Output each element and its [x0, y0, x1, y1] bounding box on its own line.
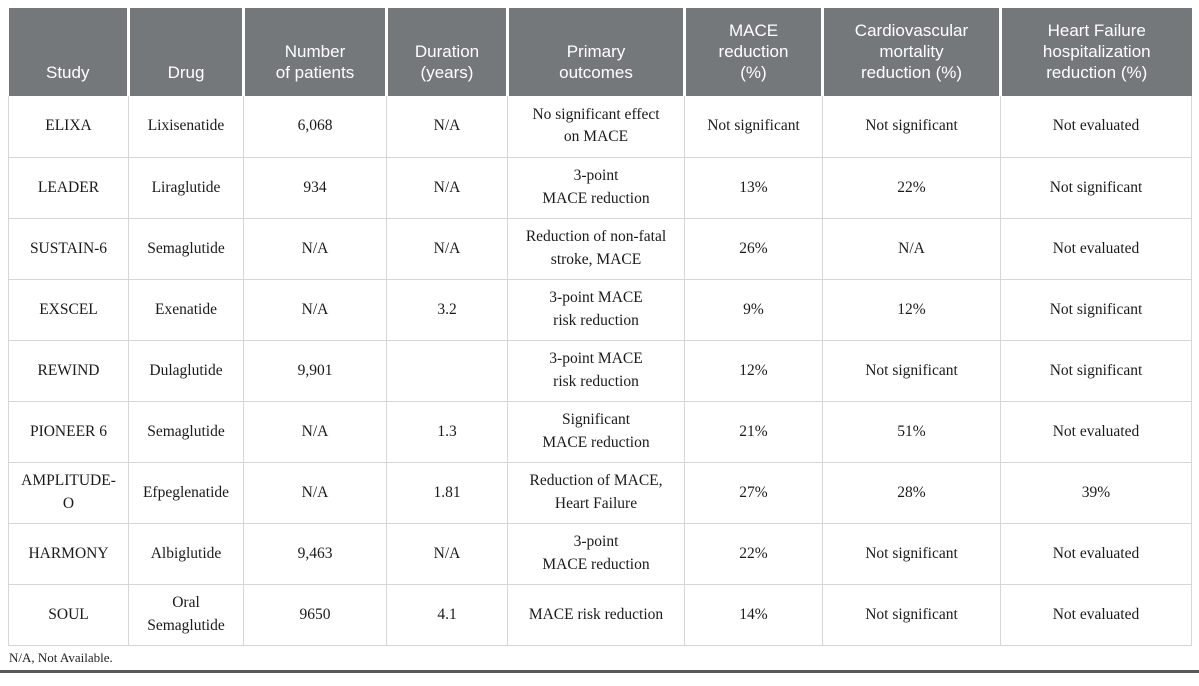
cell-hf-hospitalization: Not evaluated: [1000, 522, 1192, 585]
cell-study: ELIXA: [8, 96, 129, 158]
table-row-leader: LEADER Liraglutide 934 N/A 3-point MACE …: [8, 156, 1192, 219]
cell-hf-hospitalization: Not evaluated: [1000, 583, 1192, 646]
cell-patients: N/A: [243, 217, 387, 280]
table-row-soul: SOUL Oral Semaglutide 9650 4.1 MACE risk…: [8, 583, 1192, 646]
cell-study: LEADER: [8, 156, 129, 219]
cell-mace-reduction: 12%: [684, 339, 823, 402]
cell-study: AMPLITUDE- O: [8, 461, 129, 524]
cell-outcomes: Significant MACE reduction: [507, 400, 685, 463]
cell-hf-hospitalization: 39%: [1000, 461, 1192, 524]
table-row-amplitude-o: AMPLITUDE- O Efpeglenatide N/A 1.81 Redu…: [8, 461, 1192, 524]
col-header-hf-hospitalization: Heart Failure hospitalization reduction …: [999, 8, 1192, 97]
cell-mace-reduction: 9%: [684, 278, 823, 341]
cell-patients: 9,901: [243, 339, 387, 402]
col-header-duration: Duration (years): [385, 8, 509, 97]
cell-mace-reduction: 26%: [684, 217, 823, 280]
cell-drug: Lixisenatide: [128, 96, 244, 158]
cell-mace-reduction: 13%: [684, 156, 823, 219]
cell-cv-mortality: Not significant: [822, 339, 1001, 402]
cell-hf-hospitalization: Not evaluated: [1000, 400, 1192, 463]
bottom-divider: [0, 669, 1199, 673]
table-footnote: N/A, Not Available.: [9, 649, 113, 665]
cell-patients: N/A: [243, 461, 387, 524]
cell-mace-reduction: 14%: [684, 583, 823, 646]
cell-cv-mortality: Not significant: [822, 583, 1001, 646]
cell-outcomes: 3-point MACE risk reduction: [507, 278, 685, 341]
cell-study: PIONEER 6: [8, 400, 129, 463]
cell-drug: Albiglutide: [128, 522, 244, 585]
cell-outcomes: Reduction of MACE, Heart Failure: [507, 461, 685, 524]
table-row-pioneer6: PIONEER 6 Semaglutide N/A 1.3 Significan…: [8, 400, 1192, 463]
col-header-study: Study: [8, 8, 130, 97]
cell-study: SOUL: [8, 583, 129, 646]
cell-drug: Oral Semaglutide: [128, 583, 244, 646]
cell-study: REWIND: [8, 339, 129, 402]
cell-drug: Efpeglenatide: [128, 461, 244, 524]
cell-outcomes: No significant effect on MACE: [507, 96, 685, 158]
col-header-drug: Drug: [127, 8, 245, 97]
cell-study: EXSCEL: [8, 278, 129, 341]
cell-duration: N/A: [386, 96, 508, 158]
cell-study: HARMONY: [8, 522, 129, 585]
cell-hf-hospitalization: Not significant: [1000, 156, 1192, 219]
table-row-elixa: ELIXA Lixisenatide 6,068 N/A No signific…: [8, 96, 1192, 158]
clinical-trials-table: Study Drug Number of patients Duration (…: [8, 8, 1192, 646]
cell-duration: 1.81: [386, 461, 508, 524]
cell-outcomes: 3-point MACE risk reduction: [507, 339, 685, 402]
cell-hf-hospitalization: Not significant: [1000, 339, 1192, 402]
col-header-cv-mortality: Cardiovascular mortality reduction (%): [821, 8, 1002, 97]
cell-duration: 1.3: [386, 400, 508, 463]
col-header-outcomes: Primary outcomes: [506, 8, 686, 97]
cell-drug: Semaglutide: [128, 400, 244, 463]
cell-patients: 934: [243, 156, 387, 219]
cell-patients: 6,068: [243, 96, 387, 158]
cell-mace-reduction: 21%: [684, 400, 823, 463]
cell-cv-mortality: 51%: [822, 400, 1001, 463]
cell-duration: [386, 339, 508, 402]
cell-patients: N/A: [243, 278, 387, 341]
cell-outcomes: 3-point MACE reduction: [507, 522, 685, 585]
table-row-rewind: REWIND Dulaglutide 9,901 3-point MACE ri…: [8, 339, 1192, 402]
cell-mace-reduction: 27%: [684, 461, 823, 524]
cell-duration: N/A: [386, 522, 508, 585]
cell-patients: N/A: [243, 400, 387, 463]
cell-mace-reduction: 22%: [684, 522, 823, 585]
col-header-patients: Number of patients: [242, 8, 388, 97]
cell-cv-mortality: 12%: [822, 278, 1001, 341]
header-row: Study Drug Number of patients Duration (…: [8, 8, 1192, 97]
cell-patients: 9,463: [243, 522, 387, 585]
document-page: Study Drug Number of patients Duration (…: [8, 8, 1192, 665]
cell-outcomes: 3-point MACE reduction: [507, 156, 685, 219]
cell-hf-hospitalization: Not evaluated: [1000, 217, 1192, 280]
cell-patients: 9650: [243, 583, 387, 646]
cell-outcomes: Reduction of non-fatal stroke, MACE: [507, 217, 685, 280]
table-row-sustain6: SUSTAIN-6 Semaglutide N/A N/A Reduction …: [8, 217, 1192, 280]
cell-outcomes: MACE risk reduction: [507, 583, 685, 646]
cell-cv-mortality: N/A: [822, 217, 1001, 280]
cell-hf-hospitalization: Not evaluated: [1000, 96, 1192, 158]
cell-duration: N/A: [386, 217, 508, 280]
cell-duration: N/A: [386, 156, 508, 219]
cell-drug: Exenatide: [128, 278, 244, 341]
cell-duration: 3.2: [386, 278, 508, 341]
table-row-harmony: HARMONY Albiglutide 9,463 N/A 3-point MA…: [8, 522, 1192, 585]
cell-drug: Dulaglutide: [128, 339, 244, 402]
cell-cv-mortality: 22%: [822, 156, 1001, 219]
cell-cv-mortality: 28%: [822, 461, 1001, 524]
cell-cv-mortality: Not significant: [822, 96, 1001, 158]
col-header-mace-reduction: MACE reduction (%): [683, 8, 824, 97]
cell-drug: Liraglutide: [128, 156, 244, 219]
cell-hf-hospitalization: Not significant: [1000, 278, 1192, 341]
cell-mace-reduction: Not significant: [684, 96, 823, 158]
cell-drug: Semaglutide: [128, 217, 244, 280]
cell-study: SUSTAIN-6: [8, 217, 129, 280]
table-row-exscel: EXSCEL Exenatide N/A 3.2 3-point MACE ri…: [8, 278, 1192, 341]
cell-duration: 4.1: [386, 583, 508, 646]
cell-cv-mortality: Not significant: [822, 522, 1001, 585]
